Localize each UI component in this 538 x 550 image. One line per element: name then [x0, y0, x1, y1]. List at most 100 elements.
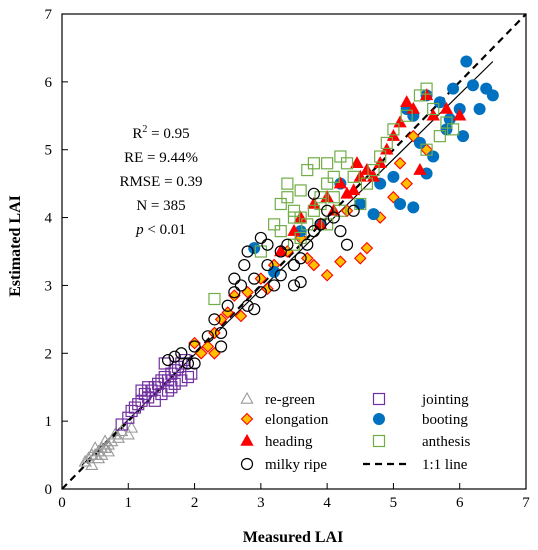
x-tick-label: 0: [58, 495, 66, 511]
axes: 0 1 2 3 4 5 6 7 0 1 2 3 4 5 6 7: [45, 7, 531, 511]
data-point: [228, 272, 241, 285]
data-point: [221, 306, 234, 319]
data-point: [254, 231, 267, 245]
series-jointing: [115, 353, 198, 431]
data-point: [142, 391, 155, 404]
data-point: [443, 113, 456, 126]
data-point: [261, 258, 274, 272]
data-point: [427, 102, 440, 116]
legend-label: anthesis: [422, 434, 470, 450]
data-point: [453, 108, 467, 121]
data-point: [254, 286, 267, 299]
data-point: [287, 204, 301, 217]
data-point: [400, 109, 413, 122]
data-point: [287, 238, 301, 251]
statistics-box: R2 = 0.95 RE = 9.44% RMSE = 0.39 N = 385…: [119, 124, 202, 238]
x-tick-label: 2: [191, 495, 199, 511]
data-point: [228, 286, 241, 299]
data-point: [135, 384, 148, 397]
series-milky-ripe: [161, 187, 360, 370]
data-point: [208, 313, 221, 326]
x-tick-label: 1: [125, 495, 133, 511]
data-point: [321, 204, 334, 217]
y-axis-title: Estimated LAI: [7, 195, 24, 297]
data-point: [393, 157, 407, 170]
data-point: [161, 384, 175, 397]
data-point: [294, 252, 307, 265]
data-point: [214, 326, 228, 340]
data-point: [115, 418, 128, 431]
data-point: [168, 350, 181, 363]
data-point: [274, 245, 287, 258]
data-point: [148, 381, 161, 394]
data-point: [307, 225, 320, 238]
data-point: [287, 258, 301, 272]
data-point: [78, 454, 92, 467]
legend-item-oneone: 1:1 line: [363, 457, 468, 473]
data-point: [473, 103, 486, 115]
data-point: [394, 198, 407, 210]
data-point: [228, 289, 241, 302]
n-text: N = 385: [136, 198, 185, 214]
data-point: [274, 269, 287, 282]
legend-item-milky: milky ripe: [240, 457, 327, 473]
data-point: [321, 177, 334, 190]
data-point: [175, 347, 188, 360]
data-point: [135, 394, 148, 407]
data-point: [214, 313, 228, 326]
data-point: [466, 79, 479, 92]
data-point: [132, 398, 145, 411]
legend-label: booting: [422, 412, 468, 428]
x-tick-label: 6: [456, 495, 464, 511]
y-tick-label: 0: [45, 482, 53, 498]
y-tick-label: 5: [45, 143, 53, 159]
data-point: [281, 238, 294, 251]
legend-swatch: [372, 392, 386, 406]
data-point: [188, 340, 201, 353]
data-point: [274, 225, 287, 238]
data-point: [387, 170, 400, 183]
data-point: [168, 364, 181, 377]
data-point: [101, 444, 116, 457]
data-point: [334, 225, 347, 238]
data-point: [347, 170, 360, 183]
data-point: [274, 197, 287, 211]
series-anthesis: [208, 82, 460, 306]
data-point: [374, 150, 387, 163]
legend-label: re-green: [265, 392, 315, 408]
data-point: [188, 336, 201, 350]
series-booting: [248, 55, 499, 278]
data-point: [360, 177, 374, 190]
data-point: [175, 357, 188, 370]
re-text: RE = 9.44%: [124, 150, 198, 166]
data-point: [158, 357, 171, 370]
legend-swatch: [240, 433, 254, 446]
data-point: [181, 357, 195, 370]
plot-area: [61, 13, 527, 490]
data-point: [301, 238, 314, 251]
x-tick-label: 3: [257, 495, 265, 511]
data-point: [161, 353, 175, 367]
legend-label: milky ripe: [265, 457, 327, 473]
data-point: [165, 367, 178, 380]
plot-frame: [61, 13, 527, 490]
data-point: [122, 411, 135, 424]
data-point: [261, 238, 274, 251]
series-re-green: [78, 420, 139, 471]
legend-swatch: [373, 413, 385, 425]
data-point: [301, 218, 314, 231]
data-point: [347, 183, 361, 196]
data-point: [188, 357, 201, 370]
data-point: [486, 89, 499, 102]
legend-swatch: [372, 434, 386, 448]
data-point: [168, 377, 181, 390]
data-point: [340, 204, 354, 218]
data-point: [387, 123, 400, 136]
data-point: [457, 130, 470, 143]
data-point: [313, 217, 328, 230]
data-point: [248, 303, 261, 316]
data-point: [175, 374, 188, 387]
data-point: [307, 157, 320, 170]
data-point: [320, 268, 334, 282]
data-point: [145, 384, 158, 397]
